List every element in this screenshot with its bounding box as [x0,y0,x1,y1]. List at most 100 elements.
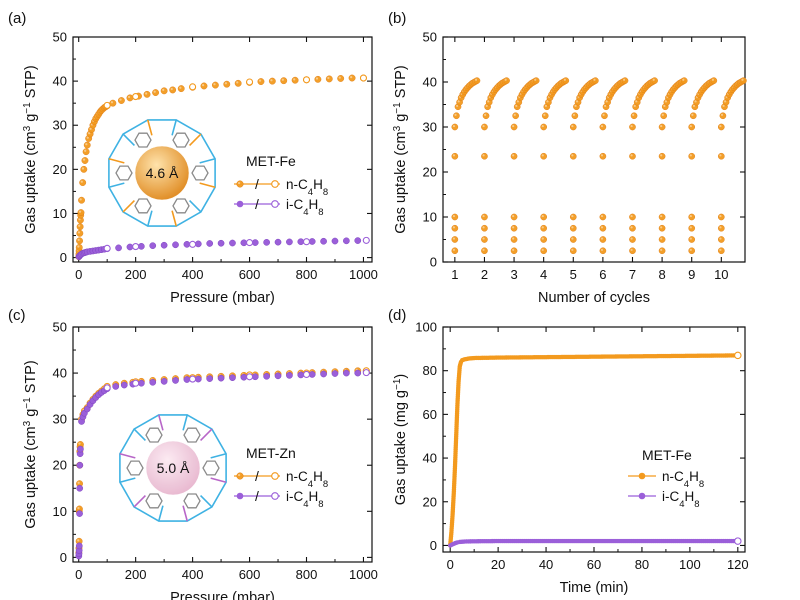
cycle-point-shine [663,104,666,107]
cycle-point [540,152,548,160]
legend-label-part: H [313,469,323,484]
cycle-point-shine [482,226,485,229]
cycle-point [569,123,577,131]
cycle-point-shine [660,248,663,251]
series-end-marker [734,351,742,360]
cage-spoke [171,210,178,227]
cycle-point [658,123,666,131]
adsorption-point [79,179,87,187]
cycle-point-shine [541,248,544,251]
cycle-point [717,152,725,160]
cycle-point-shine [660,125,663,128]
adsorption-point [160,241,168,249]
cycle-point-shine [452,125,456,128]
desorption-point [246,78,254,86]
adsorption-point [217,374,225,382]
pore-size-label: 4.6 Å [146,165,179,181]
x-tick-label: 0 [447,557,454,572]
cycle-point [717,236,725,243]
series-i-c4h8 [447,537,742,548]
cycle-point-shine [572,113,576,116]
cycle-point-shine [482,248,485,251]
x-tick-label: 1000 [349,567,378,582]
legend-label-part: H [309,197,319,212]
adsorption-point [120,381,128,389]
cycle-point-shine [571,226,574,229]
cycle-point-shine [660,226,663,229]
cage-ring [115,165,133,181]
x-tick-label: 10 [714,267,728,282]
adsorption-point [115,244,122,252]
cycle-point-shine [633,104,636,107]
legend-entry: / n-C4H8 [234,468,328,490]
cycle-point [569,236,577,243]
cage-spoke [133,495,146,508]
cycle-point [453,112,460,120]
adsorption-point [149,378,157,386]
adsorption-point [331,370,339,377]
adsorption-point-shine [110,101,114,104]
cycle-point-shine [660,237,663,240]
legend-entry: / i-C4H8 [234,196,324,218]
cycle-point [571,112,579,120]
desorption-point [189,375,197,383]
adsorption-point [223,80,231,88]
legend-label-part: i-C [662,489,679,504]
y-axis-label-part: 3 [22,420,33,426]
cycle-point [473,77,481,85]
cycle-point-shine [452,226,456,229]
adsorption-point [268,77,276,85]
cycle-point [451,152,459,160]
cycle-point-shine [457,100,460,103]
adsorption-point-shine [236,81,239,84]
y-axis-label-part: Gas uptake ( [23,151,39,234]
y-tick-label: 20 [423,494,437,509]
legend-filled-marker [236,472,244,480]
cage-ring [183,493,201,509]
cycle-point-shine [605,100,608,103]
adsorption-point-shine [77,539,80,542]
cycle-point [630,112,638,120]
desorption-point [362,369,370,377]
adsorption-point [320,370,327,378]
adsorption-point-shine [327,76,330,80]
y-axis-label-part: g [23,409,39,417]
y-axis-label-part: −1 [22,397,33,409]
adsorption-point [160,87,168,95]
adsorption-point-shine [224,82,227,85]
cycle-point [629,123,636,131]
cycle-point [717,123,725,131]
y-tick-label: 10 [423,210,437,225]
legend-entry: / n-C4H8 [234,176,328,198]
desorption-point [189,240,197,248]
y-tick-label: 30 [53,118,67,133]
adsorption-point [297,371,305,379]
adsorption-point-shine [350,76,353,79]
cycle-point [532,77,540,85]
adsorption-point-shine [281,78,284,81]
adsorption-point [112,383,120,390]
adsorption-point [76,229,84,237]
legend-label-part: i-C [286,489,303,504]
cage-spoke [199,157,216,164]
adsorption-point [286,372,293,379]
x-tick-label: 0 [75,567,82,582]
legend-filled-marker [236,492,244,500]
cycle-point-shine [689,237,692,240]
cage-spoke [199,182,216,189]
series-n-c4h8 [75,74,368,261]
adsorption-point [81,157,89,164]
cycle-point-shine [516,100,519,103]
cycle-point-shine [630,226,633,229]
cage-ring [126,460,144,476]
adsorption-point [337,75,345,82]
y-tick-label: 20 [53,458,67,473]
legend-label-sub: 4 [684,479,689,490]
cycle-point-shine [452,237,456,240]
cycle-point [451,224,459,232]
cycle-point [689,112,697,120]
desorption-point [189,83,197,91]
adsorption-point-shine [78,224,81,227]
cycle-point-shine [689,248,692,251]
x-tick-label: 200 [125,267,147,282]
